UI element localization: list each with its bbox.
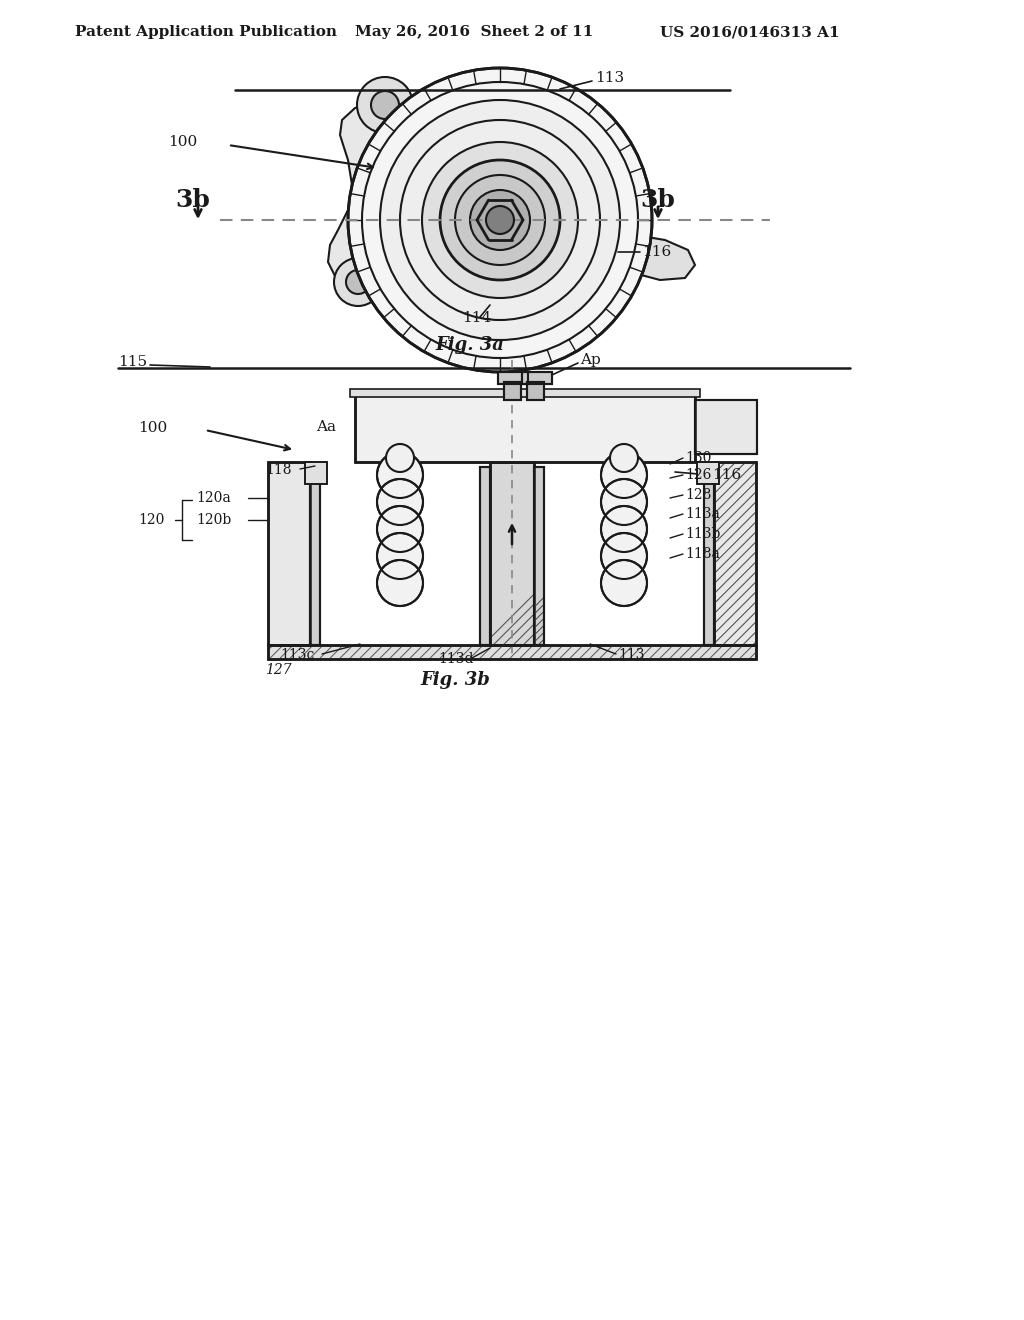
Bar: [350, 389, 700, 397]
Circle shape: [346, 271, 370, 294]
Circle shape: [610, 444, 638, 473]
Polygon shape: [328, 100, 415, 290]
Bar: [355, 392, 695, 462]
Text: 116: 116: [642, 246, 672, 259]
Bar: [504, 381, 521, 400]
Text: 113: 113: [618, 648, 644, 663]
Bar: [697, 462, 719, 484]
Text: Fig. 3b: Fig. 3b: [420, 671, 489, 689]
Text: 115: 115: [118, 355, 147, 370]
Text: 113: 113: [595, 71, 624, 84]
Circle shape: [380, 100, 620, 341]
Polygon shape: [612, 235, 695, 280]
Text: Patent Application Publication: Patent Application Publication: [75, 25, 337, 40]
Circle shape: [486, 206, 514, 234]
Bar: [498, 372, 528, 384]
Circle shape: [377, 506, 423, 552]
Circle shape: [371, 91, 399, 119]
Circle shape: [601, 533, 647, 579]
Circle shape: [440, 160, 560, 280]
Bar: [268, 645, 756, 659]
Text: 100: 100: [168, 135, 198, 149]
Text: 114: 114: [462, 312, 492, 325]
Bar: [714, 462, 756, 645]
Bar: [714, 462, 756, 645]
Bar: [504, 381, 521, 400]
Text: 128: 128: [685, 488, 712, 502]
Bar: [310, 467, 319, 645]
Bar: [268, 645, 756, 659]
Circle shape: [377, 451, 423, 498]
Text: 127: 127: [265, 663, 292, 677]
Circle shape: [377, 533, 423, 579]
Circle shape: [601, 479, 647, 525]
Bar: [310, 467, 319, 645]
Bar: [268, 645, 756, 659]
Bar: [480, 467, 490, 645]
Circle shape: [601, 560, 647, 606]
Bar: [695, 400, 757, 454]
Bar: [695, 400, 757, 454]
Bar: [522, 372, 552, 384]
Text: 113d: 113d: [438, 652, 473, 667]
Text: 113a: 113a: [685, 507, 720, 521]
Text: 3b: 3b: [640, 187, 675, 213]
Text: 116: 116: [712, 469, 741, 482]
Bar: [268, 462, 310, 645]
Text: US 2016/0146313 A1: US 2016/0146313 A1: [660, 25, 840, 40]
Bar: [534, 467, 544, 645]
Bar: [534, 467, 544, 645]
Text: 120b: 120b: [196, 513, 231, 527]
Bar: [268, 462, 310, 645]
Bar: [490, 462, 534, 645]
Text: Fig. 3a: Fig. 3a: [435, 337, 504, 354]
Bar: [697, 462, 719, 484]
Text: 113b: 113b: [685, 527, 720, 541]
Text: 3b: 3b: [175, 187, 210, 213]
Text: Aa: Aa: [316, 420, 336, 434]
Bar: [480, 467, 490, 645]
Bar: [480, 467, 490, 645]
Text: 130: 130: [685, 451, 712, 465]
Bar: [305, 462, 327, 484]
Circle shape: [422, 143, 578, 298]
Text: May 26, 2016  Sheet 2 of 11: May 26, 2016 Sheet 2 of 11: [355, 25, 593, 40]
Bar: [498, 372, 528, 384]
Circle shape: [601, 451, 647, 498]
Bar: [490, 462, 534, 645]
Circle shape: [470, 190, 530, 249]
Bar: [527, 381, 544, 400]
Circle shape: [357, 77, 413, 133]
Bar: [714, 462, 756, 645]
Text: 120a: 120a: [196, 491, 230, 506]
Circle shape: [455, 176, 545, 265]
Text: 126: 126: [685, 469, 712, 482]
Text: 100: 100: [138, 421, 167, 436]
Bar: [305, 462, 327, 484]
Circle shape: [348, 69, 652, 372]
Bar: [305, 462, 327, 484]
Text: 118: 118: [265, 463, 292, 477]
Text: Ap: Ap: [580, 352, 601, 367]
Bar: [355, 392, 695, 462]
Bar: [527, 381, 544, 400]
Circle shape: [386, 444, 414, 473]
Bar: [268, 462, 310, 645]
Bar: [490, 462, 534, 645]
Polygon shape: [392, 227, 622, 308]
Circle shape: [601, 506, 647, 552]
Text: 120: 120: [138, 513, 165, 527]
Circle shape: [377, 479, 423, 525]
Bar: [697, 462, 719, 484]
Text: 118a: 118a: [685, 546, 720, 561]
Bar: [705, 467, 714, 645]
Text: 113c: 113c: [280, 648, 314, 663]
Bar: [522, 372, 552, 384]
Circle shape: [377, 560, 423, 606]
Circle shape: [334, 257, 382, 306]
Bar: [534, 467, 544, 645]
Bar: [705, 467, 714, 645]
